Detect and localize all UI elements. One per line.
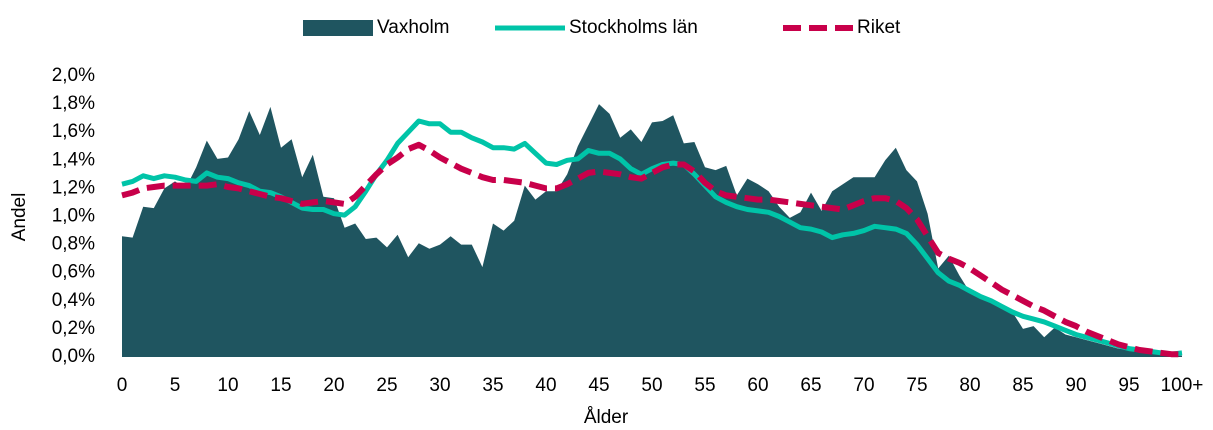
y-tick-label: 0,6% bbox=[52, 262, 95, 283]
x-tick-label: 80 bbox=[959, 375, 980, 396]
y-tick-label: 1,2% bbox=[52, 177, 95, 198]
x-tick-label: 45 bbox=[588, 375, 609, 396]
x-tick-label: 90 bbox=[1065, 375, 1086, 396]
y-tick-label: 0,2% bbox=[52, 318, 95, 339]
y-tick-label: 0,0% bbox=[52, 346, 95, 367]
y-tick-label: 1,0% bbox=[52, 206, 95, 227]
x-tick-label: 35 bbox=[482, 375, 503, 396]
x-tick-label: 30 bbox=[429, 375, 450, 396]
x-tick-label: 70 bbox=[853, 375, 874, 396]
y-tick-label: 1,6% bbox=[52, 121, 95, 142]
y-tick-label: 1,4% bbox=[52, 149, 95, 170]
x-axis-label: Ålder bbox=[584, 407, 629, 428]
x-tick-label: 60 bbox=[747, 375, 768, 396]
legend-label: Stockholms län bbox=[569, 17, 698, 38]
y-tick-label: 0,4% bbox=[52, 290, 95, 311]
x-tick-label: 75 bbox=[906, 375, 927, 396]
line bbox=[121, 141, 1182, 358]
x-tick-label: 40 bbox=[535, 375, 556, 396]
y-tick-label: 1,8% bbox=[52, 93, 95, 114]
x-tick-label: 55 bbox=[694, 375, 715, 396]
x-tick-label: 20 bbox=[323, 375, 344, 396]
x-tick-label: 95 bbox=[1118, 375, 1139, 396]
x-tick-label: 65 bbox=[800, 375, 821, 396]
legend-label: Vaxholm bbox=[377, 17, 450, 38]
legend-swatch bbox=[303, 20, 373, 36]
x-tick-label: 25 bbox=[376, 375, 397, 396]
x-tick-label: 85 bbox=[1012, 375, 1033, 396]
line bbox=[121, 118, 1183, 357]
x-tick-label: 100+ bbox=[1161, 375, 1204, 396]
y-axis-label: Andel bbox=[9, 193, 30, 242]
x-tick-label: 15 bbox=[270, 375, 291, 396]
y-tick-label: 2,0% bbox=[52, 65, 95, 86]
x-tick-label: 10 bbox=[217, 375, 238, 396]
y-tick-label: 0,8% bbox=[52, 234, 95, 255]
legend-label: Riket bbox=[857, 17, 901, 38]
area bbox=[122, 104, 1182, 357]
x-tick-label: 0 bbox=[117, 375, 128, 396]
x-tick-label: 5 bbox=[170, 375, 181, 396]
x-tick-label: 50 bbox=[641, 375, 662, 396]
